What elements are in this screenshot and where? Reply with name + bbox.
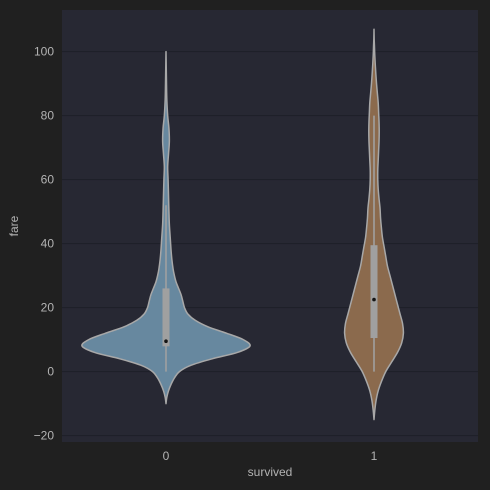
- y-tick-label: 60: [41, 173, 55, 187]
- y-tick-label: 100: [34, 45, 54, 59]
- iqr-box-1: [370, 245, 378, 338]
- x-tick-label: 0: [163, 449, 170, 463]
- median-point-0: [164, 339, 168, 344]
- x-tick-label: 1: [371, 449, 378, 463]
- grid: [62, 51, 478, 437]
- plot-area: [62, 10, 478, 442]
- median-point-1: [372, 297, 376, 302]
- y-axis-ticks: −20 0 20 40 60 80 100: [34, 45, 55, 443]
- y-tick-label: 40: [41, 237, 55, 251]
- y-axis-label: fare: [7, 215, 21, 236]
- y-tick-label: 80: [41, 109, 55, 123]
- y-tick-label: 0: [47, 365, 54, 379]
- box-overlays: [162, 115, 378, 372]
- x-axis-label: survived: [248, 465, 293, 479]
- y-tick-label: 20: [41, 301, 55, 315]
- y-tick-label: −20: [34, 429, 55, 443]
- iqr-box-0: [162, 288, 170, 347]
